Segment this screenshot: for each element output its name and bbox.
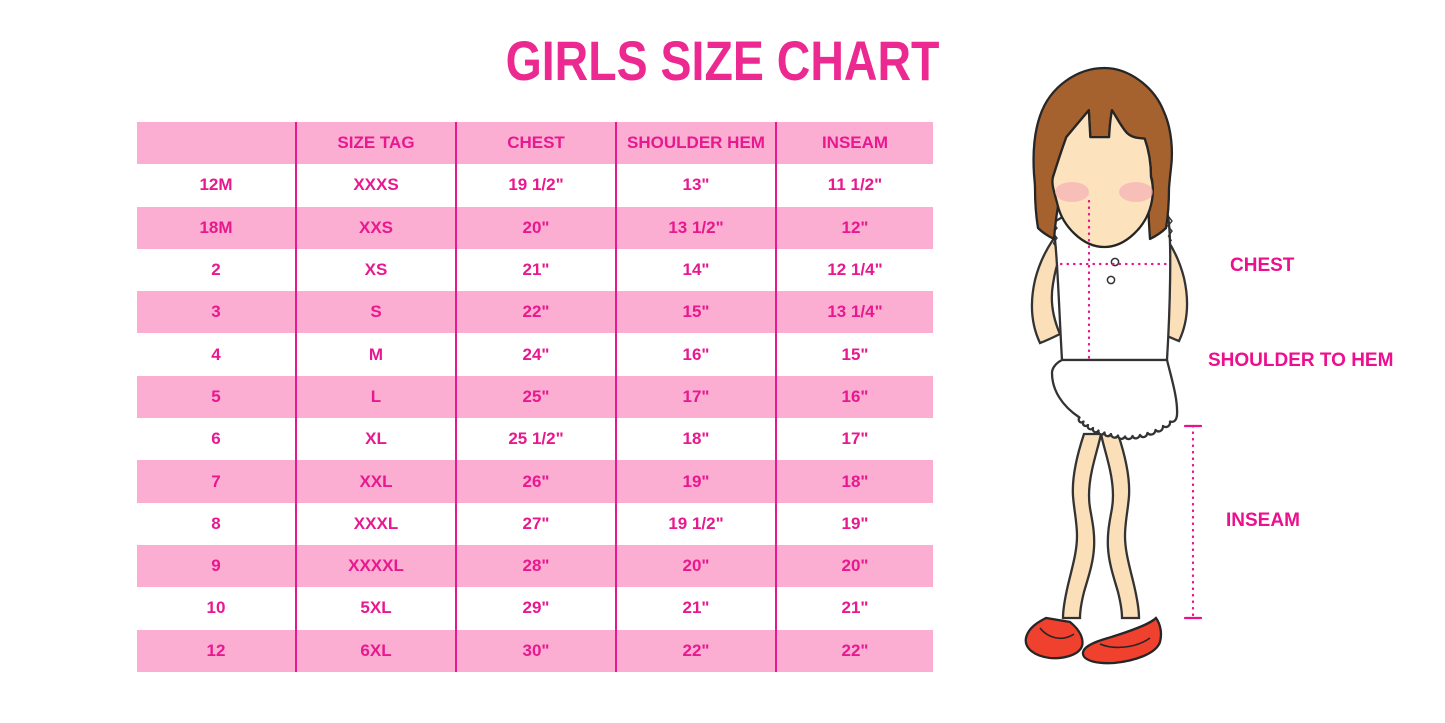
svg-text:SHOULDER TO HEM: SHOULDER TO HEM	[1208, 350, 1393, 371]
svg-text:CHEST: CHEST	[1230, 255, 1295, 276]
svg-text:INSEAM: INSEAM	[1226, 510, 1300, 531]
